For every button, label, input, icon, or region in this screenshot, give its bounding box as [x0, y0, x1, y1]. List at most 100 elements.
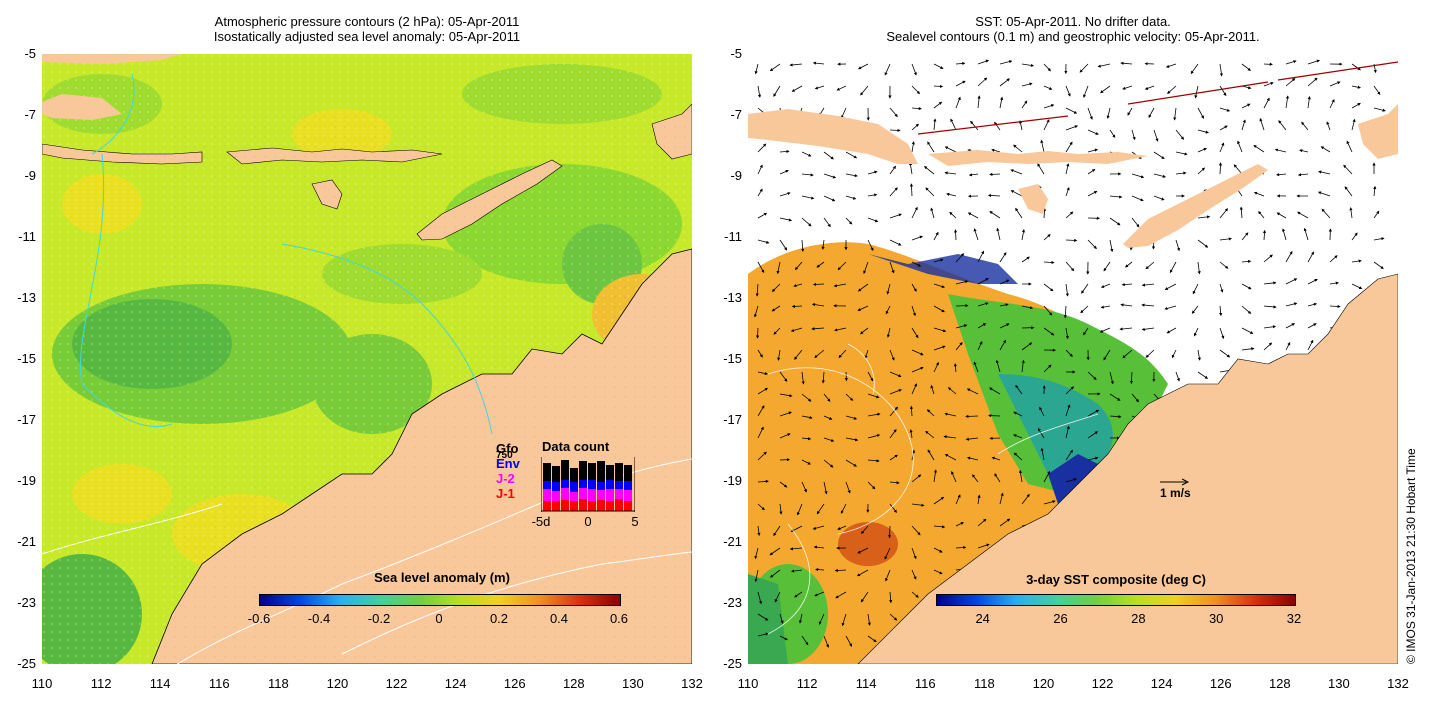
- velocity-arrow: [944, 171, 957, 175]
- velocity-arrow: [1285, 78, 1296, 87]
- velocity-arrow: [1129, 371, 1134, 385]
- velocity-arrow: [1241, 119, 1246, 131]
- velocity-arrow: [944, 412, 957, 417]
- velocity-arrow: [944, 454, 957, 461]
- velocity-arrow: [1307, 59, 1321, 65]
- velocity-arrow: [776, 261, 781, 275]
- left-x-tick: 132: [681, 676, 703, 691]
- velocity-arrow: [1065, 425, 1070, 439]
- sla-colorbar-tick: 0.4: [549, 611, 569, 626]
- left-x-tick: 126: [503, 676, 526, 691]
- velocity-arrow: [1087, 168, 1096, 175]
- velocity-arrow: [911, 591, 919, 598]
- velocity-arrow: [753, 305, 759, 318]
- velocity-arrow: [757, 371, 769, 376]
- velocity-arrow: [1241, 103, 1251, 109]
- velocity-arrow: [1274, 148, 1287, 153]
- velocity-arrow: [970, 120, 979, 131]
- velocity-arrow: [951, 470, 957, 483]
- velocity-arrow: [757, 188, 763, 197]
- velocity-arrow: [953, 363, 957, 373]
- velocity-arrow: [1040, 447, 1045, 461]
- velocity-arrow: [1263, 254, 1273, 263]
- velocity-arrow: [769, 547, 781, 556]
- velocity-arrow: [867, 217, 879, 223]
- velocity-arrow: [1165, 63, 1177, 68]
- left-y-tick: -21: [17, 534, 36, 549]
- velocity-arrow: [1197, 107, 1204, 119]
- velocity-arrow: [867, 371, 874, 382]
- velocity-arrow: [789, 547, 803, 551]
- velocity-arrow: [1081, 283, 1089, 294]
- velocity-arrow: [754, 569, 759, 583]
- velocity-arrow: [801, 239, 805, 253]
- velocity-arrow: [885, 569, 891, 582]
- velocity-arrow: [1307, 77, 1318, 87]
- velocity-arrow: [933, 345, 946, 351]
- velocity-arrow: [1144, 85, 1155, 90]
- velocity-arrow: [1079, 63, 1089, 73]
- right-title-line2: Sealevel contours (0.1 m) and geostrophi…: [886, 29, 1260, 44]
- inset-bar-segment: [552, 482, 560, 491]
- right-y-tick: -17: [723, 412, 742, 427]
- left-y-tick: -13: [17, 290, 36, 305]
- left-x-tick: 112: [90, 676, 112, 691]
- velocity-arrow: [911, 474, 922, 483]
- left-y-tick: -9: [24, 168, 36, 183]
- velocity-arrow: [1233, 164, 1243, 175]
- right-x-tick: 132: [1387, 676, 1409, 691]
- velocity-arrow: [999, 339, 1006, 351]
- velocity-arrow: [999, 96, 1004, 109]
- inset-bar-segment: [579, 499, 587, 511]
- velocity-arrow: [991, 148, 1001, 153]
- inset-bar-segment: [570, 482, 578, 492]
- right-y-tick: -9: [730, 168, 742, 183]
- velocity-arrow: [1065, 261, 1075, 272]
- velocity-arrow: [845, 459, 857, 467]
- inset-bar-segment: [561, 488, 569, 500]
- velocity-arrow: [857, 305, 869, 311]
- right-x-tick: 120: [1032, 676, 1055, 691]
- right-title: SST: 05-Apr-2011. No drifter data. Seale…: [748, 14, 1398, 44]
- sea-level-anomaly-map[interactable]: [42, 54, 692, 664]
- velocity-arrow: [867, 434, 881, 439]
- velocity-arrow: [1197, 147, 1207, 153]
- inset-bar-segment: [606, 465, 614, 480]
- velocity-arrow: [1042, 207, 1047, 219]
- velocity-arrow: [757, 349, 763, 358]
- inset-bar-segment: [624, 465, 632, 481]
- inset-bar-segment: [606, 489, 614, 501]
- left-y-tick: -5: [24, 46, 36, 61]
- velocity-arrow: [933, 231, 939, 241]
- velocity-arrow: [845, 437, 859, 442]
- inset-bar-segment: [543, 501, 551, 511]
- velocity-arrow: [908, 161, 913, 175]
- velocity-arrow: [995, 359, 1001, 373]
- inset-bar-segment: [543, 481, 551, 489]
- velocity-arrow: [933, 469, 938, 483]
- velocity-arrow: [1262, 229, 1267, 241]
- velocity-arrow: [1109, 239, 1114, 253]
- sst-colorbar-tick: 26: [1053, 611, 1068, 626]
- velocity-arrow: [977, 77, 988, 87]
- velocity-arrow: [953, 229, 958, 241]
- inset-bar-segment: [597, 461, 605, 482]
- velocity-arrow: [1241, 305, 1252, 314]
- velocity-arrow: [757, 426, 764, 439]
- velocity-arrow: [889, 187, 898, 197]
- velocity-arrow: [1166, 327, 1177, 334]
- velocity-arrow: [1241, 347, 1255, 351]
- velocity-arrow: [999, 518, 1011, 527]
- velocity-arrow: [911, 383, 917, 395]
- inset-bar-segment: [579, 461, 587, 480]
- velocity-arrow: [757, 591, 763, 605]
- velocity-arrow: [867, 193, 878, 197]
- velocity-arrow: [779, 217, 793, 222]
- velocity-arrow: [999, 60, 1013, 65]
- velocity-arrow: [833, 283, 847, 288]
- sst-map[interactable]: [748, 54, 1398, 664]
- inset-histogram: [541, 457, 635, 512]
- velocity-arrow: [927, 449, 935, 461]
- velocity-arrow: [756, 327, 760, 339]
- velocity-arrow: [1171, 349, 1177, 359]
